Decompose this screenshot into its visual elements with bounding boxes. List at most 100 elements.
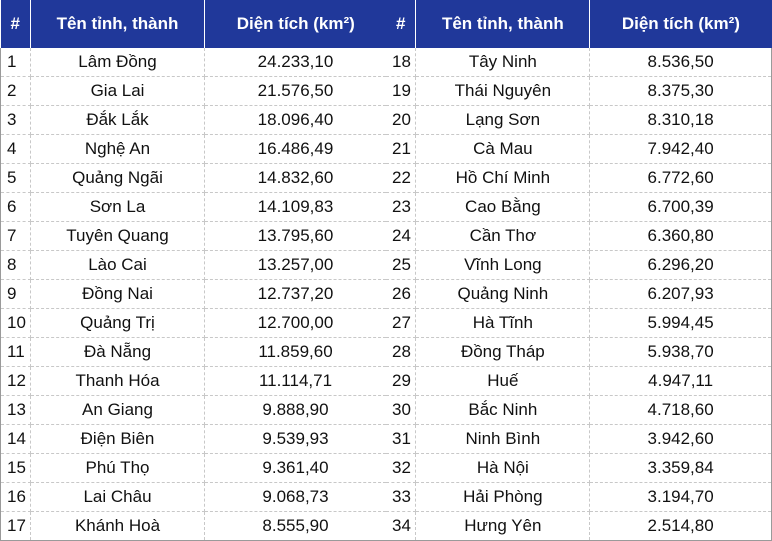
table-row: 7 Tuyên Quang 13.795,60: [0, 221, 387, 251]
row-number: 20: [386, 105, 417, 135]
table-row: 2 Gia Lai 21.576,50: [0, 76, 387, 106]
table-left: # Tên tỉnh, thành Diện tích (km²) 1 Lâm Đ…: [0, 0, 387, 541]
table-row: 29 Huế 4.947,11: [386, 366, 772, 396]
province-name: Sơn La: [30, 192, 205, 222]
province-area: 6.296,20: [589, 250, 772, 280]
table-row: 3 Đắk Lắk 18.096,40: [0, 105, 387, 135]
row-number: 9: [0, 279, 31, 309]
row-number: 28: [386, 337, 417, 367]
table-row: 24 Cần Thơ 6.360,80: [386, 221, 772, 251]
header-area: Diện tích (km²): [589, 0, 772, 48]
province-area: 3.359,84: [589, 453, 772, 483]
row-number: 13: [0, 395, 31, 425]
row-number: 16: [0, 482, 31, 512]
table-row: 32 Hà Nội 3.359,84: [386, 453, 772, 483]
table-row: 14 Điện Biên 9.539,93: [0, 424, 387, 454]
row-number: 5: [0, 163, 31, 193]
row-number: 17: [0, 511, 31, 541]
province-area: 11.859,60: [204, 337, 387, 367]
row-number: 11: [0, 337, 31, 367]
province-name: Ninh Bình: [415, 424, 591, 454]
table-right-body: 18 Tây Ninh 8.536,50 19 Thái Nguyên 8.375,30 2…: [386, 48, 772, 541]
province-area: 14.832,60: [204, 163, 387, 193]
header-num: #: [0, 0, 31, 48]
table-row: 33 Hải Phòng 3.194,70: [386, 482, 772, 512]
row-number: 3: [0, 105, 31, 135]
province-area: 9.068,73: [204, 482, 387, 512]
province-name: Quảng Ngãi: [30, 163, 205, 193]
table-row: 31 Ninh Bình 3.942,60: [386, 424, 772, 454]
table-row: 21 Cà Mau 7.942,40: [386, 134, 772, 164]
province-area: 8.536,50: [589, 48, 772, 77]
province-name: Khánh Hoà: [30, 511, 205, 541]
row-number: 12: [0, 366, 31, 396]
row-number: 15: [0, 453, 31, 483]
province-name: Hà Nội: [415, 453, 591, 483]
province-area: 14.109,83: [204, 192, 387, 222]
table-row: 1 Lâm Đồng 24.233,10: [0, 48, 387, 77]
province-name: An Giang: [30, 395, 205, 425]
table-row: 30 Bắc Ninh 4.718,60: [386, 395, 772, 425]
table-row: 34 Hưng Yên 2.514,80: [386, 511, 772, 541]
table-left-body: 1 Lâm Đồng 24.233,10 2 Gia Lai 21.576,50 3 Đắk …: [0, 48, 387, 541]
province-name: Đắk Lắk: [30, 105, 205, 135]
province-name: Gia Lai: [30, 76, 205, 106]
province-name: Tuyên Quang: [30, 221, 205, 251]
province-name: Bắc Ninh: [415, 395, 591, 425]
province-area: 24.233,10: [204, 48, 387, 77]
province-name: Quảng Ninh: [415, 279, 591, 309]
row-number: 19: [386, 76, 417, 106]
province-name: Thái Nguyên: [415, 76, 591, 106]
province-name: Nghệ An: [30, 134, 205, 164]
table-row: 17 Khánh Hoà 8.555,90: [0, 511, 387, 541]
province-name: Hưng Yên: [415, 511, 591, 541]
province-area: 8.375,30: [589, 76, 772, 106]
table-row: 22 Hồ Chí Minh 6.772,60: [386, 163, 772, 193]
province-area: 13.795,60: [204, 221, 387, 251]
row-number: 7: [0, 221, 31, 251]
province-name: Cần Thơ: [415, 221, 591, 251]
row-number: 29: [386, 366, 417, 396]
province-name: Lạng Sơn: [415, 105, 591, 135]
table-row: 20 Lạng Sơn 8.310,18: [386, 105, 772, 135]
province-name: Phú Thọ: [30, 453, 205, 483]
province-area: 6.360,80: [589, 221, 772, 251]
table-right: # Tên tỉnh, thành Diện tích (km²) 18 Tây …: [386, 0, 772, 541]
row-number: 30: [386, 395, 417, 425]
table-row: 25 Vĩnh Long 6.296,20: [386, 250, 772, 280]
province-name: Lâm Đồng: [30, 48, 205, 77]
table-row: 26 Quảng Ninh 6.207,93: [386, 279, 772, 309]
province-area: 9.539,93: [204, 424, 387, 454]
province-name: Cao Bằng: [415, 192, 591, 222]
table-row: 10 Quảng Trị 12.700,00: [0, 308, 387, 338]
row-number: 22: [386, 163, 417, 193]
province-area: 6.207,93: [589, 279, 772, 309]
province-area: 9.888,90: [204, 395, 387, 425]
province-name: Huế: [415, 366, 591, 396]
table-header-row: # Tên tỉnh, thành Diện tích (km²): [386, 0, 772, 48]
province-name: Thanh Hóa: [30, 366, 205, 396]
table-row: 19 Thái Nguyên 8.375,30: [386, 76, 772, 106]
row-number: 27: [386, 308, 417, 338]
table-row: 13 An Giang 9.888,90: [0, 395, 387, 425]
table-row: 8 Lào Cai 13.257,00: [0, 250, 387, 280]
row-number: 24: [386, 221, 417, 251]
province-name: Hải Phòng: [415, 482, 591, 512]
province-area: 21.576,50: [204, 76, 387, 106]
province-area: 4.718,60: [589, 395, 772, 425]
province-name: Đồng Nai: [30, 279, 205, 309]
province-name: Vĩnh Long: [415, 250, 591, 280]
province-area: 18.096,40: [204, 105, 387, 135]
table-row: 15 Phú Thọ 9.361,40: [0, 453, 387, 483]
province-area: 7.942,40: [589, 134, 772, 164]
table-row: 18 Tây Ninh 8.536,50: [386, 48, 772, 77]
table-row: 16 Lai Châu 9.068,73: [0, 482, 387, 512]
row-number: 1: [0, 48, 31, 77]
table-row: 4 Nghệ An 16.486,49: [0, 134, 387, 164]
row-number: 4: [0, 134, 31, 164]
table-row: 27 Hà Tĩnh 5.994,45: [386, 308, 772, 338]
province-name: Cà Mau: [415, 134, 591, 164]
row-number: 34: [386, 511, 417, 541]
province-name: Quảng Trị: [30, 308, 205, 338]
